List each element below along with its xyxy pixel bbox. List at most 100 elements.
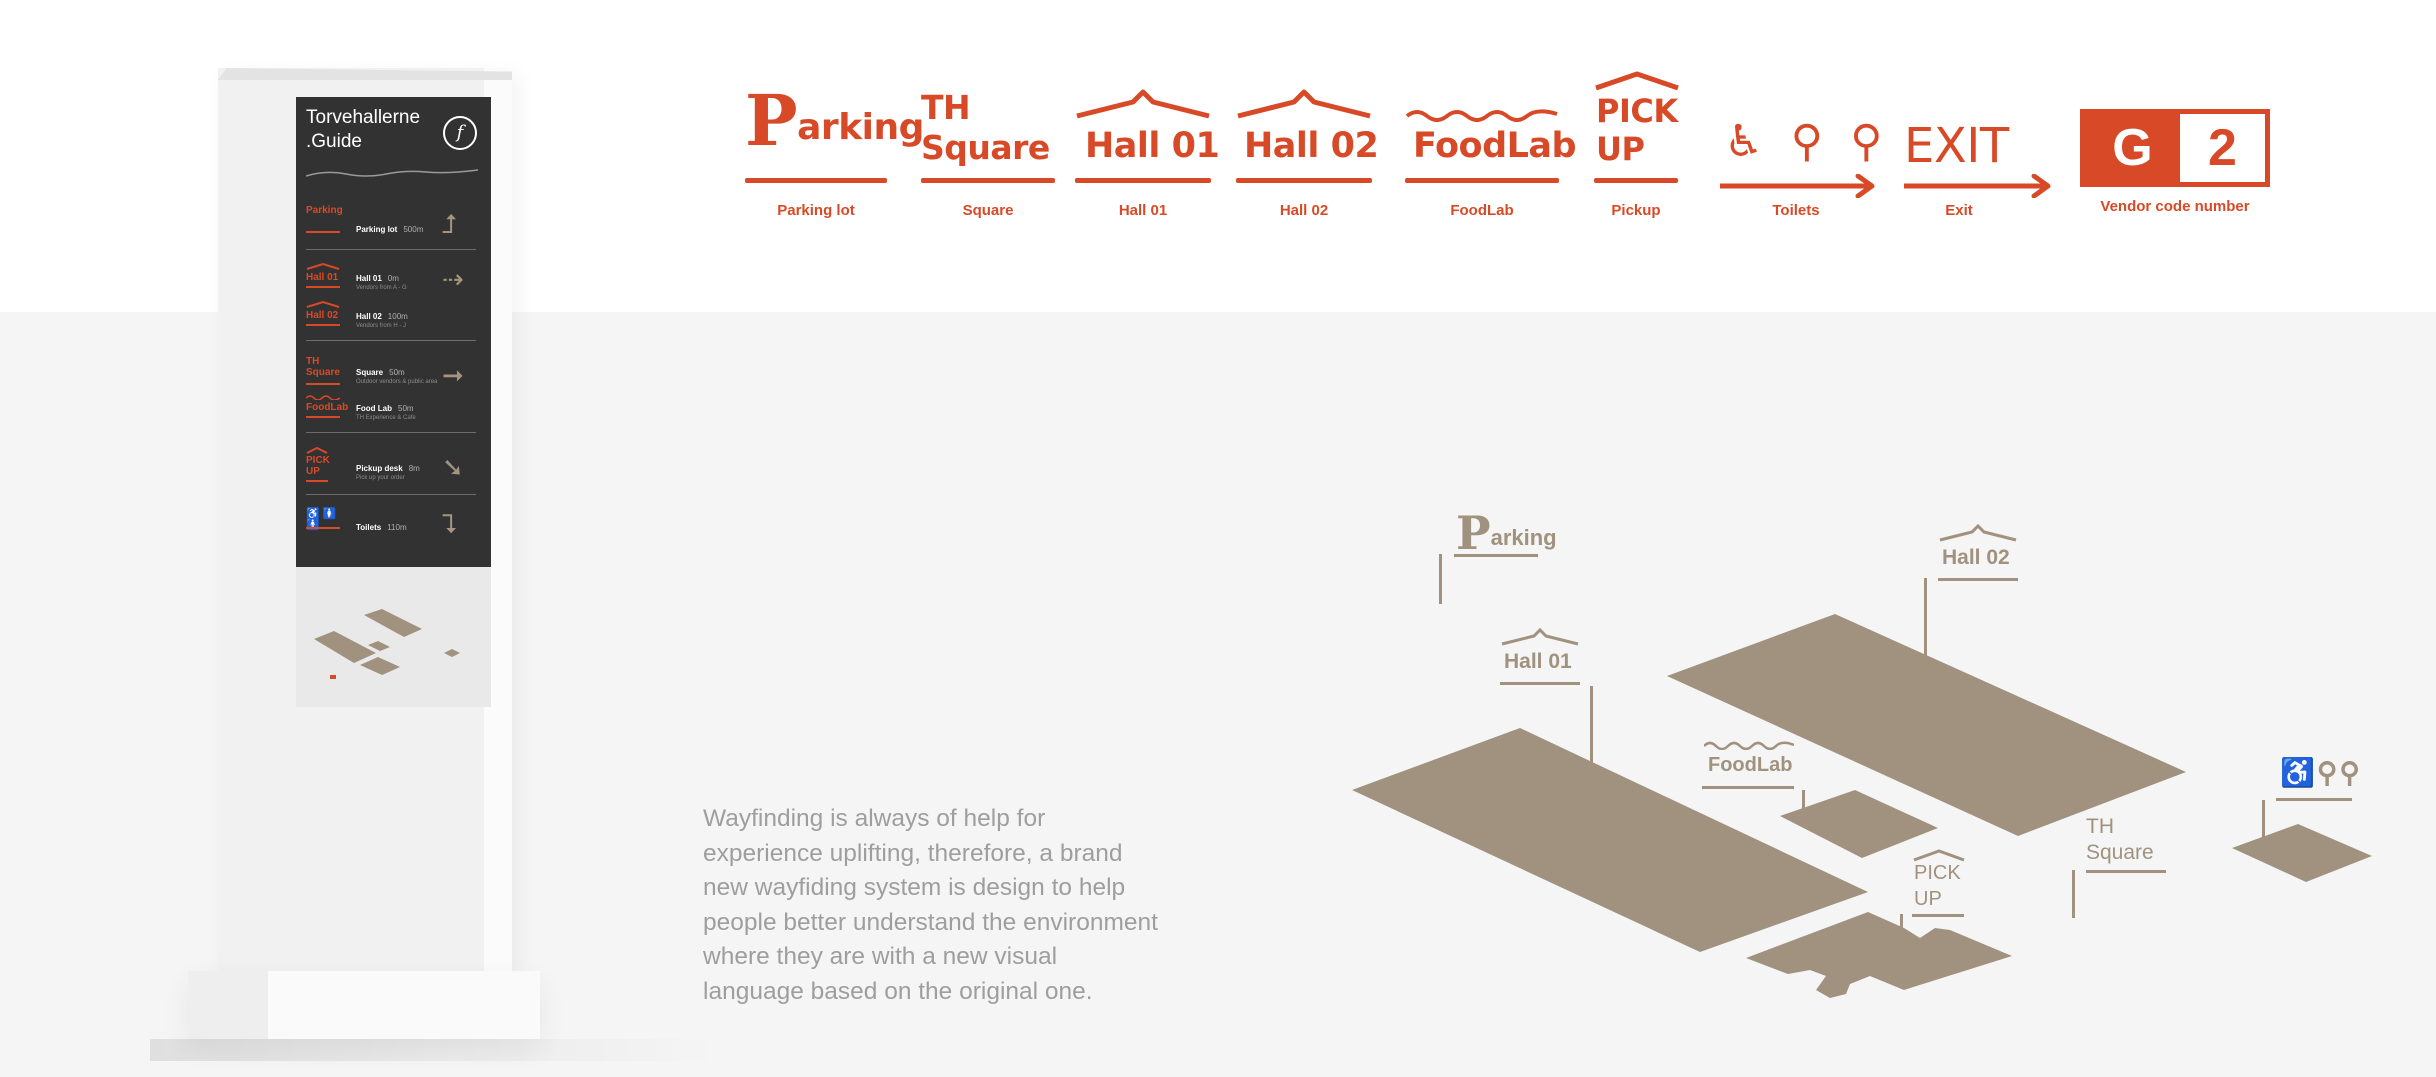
caption-exit: Exit bbox=[1945, 202, 1973, 219]
map-pin-line bbox=[1900, 914, 1903, 972]
kiosk-row-sign: Hall 02 bbox=[306, 310, 339, 321]
kiosk-sign-underline bbox=[306, 383, 340, 385]
caption-square: Square bbox=[962, 202, 1014, 219]
caption-hall02: Hall 02 bbox=[1279, 202, 1329, 219]
kiosk-row-sign: FoodLab bbox=[306, 402, 349, 413]
map-label-underline bbox=[1500, 682, 1580, 685]
kiosk-row-sub: Vendors from A - G bbox=[356, 285, 407, 291]
kiosk-row-sign: Parking bbox=[306, 205, 343, 216]
kiosk-sign-underline bbox=[306, 286, 340, 288]
map-pickup-line2: UP bbox=[1914, 888, 1942, 910]
map-label-hall01: Hall 01 bbox=[1504, 650, 1572, 673]
description-paragraph: Wayfinding is always of help for experie… bbox=[703, 805, 1158, 1005]
map-area-foodlab bbox=[1780, 790, 1938, 858]
arrow-right-icon: ➞ bbox=[442, 360, 464, 390]
kiosk-row-name: Square 50m bbox=[356, 368, 405, 377]
arrow-right-icon bbox=[1904, 174, 2051, 198]
kiosk-row-hall02[interactable]: Hall 02 Hall 02 100m Vendors from H - J bbox=[306, 300, 482, 330]
roof-icon bbox=[1076, 89, 1210, 119]
map-pickup-line1: PICK bbox=[1914, 862, 1961, 884]
arrow-down-right-icon: ➘ bbox=[442, 452, 464, 482]
roof-icon bbox=[306, 262, 340, 270]
roof-icon bbox=[1913, 849, 1965, 862]
map-pin-line bbox=[1802, 790, 1805, 824]
caption-pickup: Pickup bbox=[1611, 202, 1661, 219]
map-label-square: TH Square bbox=[2086, 814, 2154, 866]
kiosk-title: Torvehallerne .Guide bbox=[306, 106, 426, 154]
sign-square-label: TH Square bbox=[921, 88, 1050, 168]
sign-parking-rest: arking bbox=[797, 107, 924, 148]
kiosk-row-square[interactable]: TH Square Square 50m Outdoor vendors & pu… bbox=[306, 356, 482, 390]
kiosk-base-side bbox=[188, 971, 268, 1039]
kiosk-row-name: Food Lab 50m bbox=[356, 404, 414, 413]
kiosk-row-sign: ♿ 🚺 🚹 bbox=[306, 508, 337, 531]
kiosk-row-sign: PICK UP bbox=[306, 455, 330, 477]
wave-icon bbox=[306, 395, 340, 400]
kiosk-wave-divider bbox=[306, 169, 478, 177]
map-area-toilets bbox=[2232, 824, 2372, 882]
kiosk-row-parking[interactable]: Parking Parking lot 500m ⮥ bbox=[306, 205, 482, 237]
sign-underline bbox=[1075, 178, 1211, 183]
kiosk-row-pickup[interactable]: PICK UP Pickup desk 8m Pick up your order… bbox=[306, 446, 482, 482]
kiosk-divider bbox=[306, 340, 476, 341]
kiosk-sign-underline bbox=[306, 480, 328, 482]
caption-parking: Parking lot bbox=[777, 202, 855, 219]
map-pin-line bbox=[1439, 554, 1442, 604]
kiosk-sign-underline bbox=[306, 416, 340, 418]
sign-hall02-label: Hall 02 bbox=[1244, 126, 1379, 166]
roof-icon bbox=[1939, 524, 2017, 542]
kiosk-screen bbox=[296, 97, 491, 567]
caption-toilets: Toilets bbox=[1772, 202, 1820, 219]
kiosk-sign-underline bbox=[306, 527, 340, 529]
kiosk-title-line2: .Guide bbox=[306, 131, 362, 152]
kiosk-row-sub: TH Experience & Cafe bbox=[356, 415, 416, 421]
sign-underline bbox=[921, 178, 1055, 183]
kiosk-row-toilets[interactable]: ♿ 🚺 🚹 Toilets 110m ⮧ bbox=[306, 507, 482, 537]
kiosk-sign-underline bbox=[306, 231, 340, 233]
kiosk-top-edge bbox=[218, 68, 512, 80]
map-pin-line bbox=[1924, 578, 1927, 724]
map-label-underline bbox=[2276, 798, 2352, 801]
kiosk-mini-map-shapes bbox=[314, 609, 460, 679]
map-pin-line bbox=[1590, 686, 1593, 832]
kiosk-row-sub: Pick up your order bbox=[356, 475, 405, 481]
sign-pickup-label: PICK UP bbox=[1596, 92, 1678, 168]
vendor-code-letter: G bbox=[2085, 114, 2180, 182]
map-label-toilets: ♿⚲⚲ bbox=[2280, 757, 2362, 788]
caption-vendor-code: Vendor code number bbox=[2100, 198, 2250, 215]
caption-foodlab: FoodLab bbox=[1450, 202, 1514, 219]
sign-underline bbox=[1594, 178, 1678, 183]
roof-icon bbox=[1595, 71, 1679, 91]
kiosk-divider bbox=[306, 432, 476, 433]
map-label-underline bbox=[1912, 914, 1964, 917]
map-label-pickup: PICK UP bbox=[1914, 860, 1961, 912]
map-label-underline bbox=[1454, 554, 1538, 557]
kiosk-row-sub: Vendors from H - J bbox=[356, 323, 407, 329]
kiosk-row-name: Hall 01 0m bbox=[356, 274, 399, 283]
map-parking-big-p: P bbox=[1456, 506, 1491, 560]
sign-parking-label: Parking bbox=[745, 86, 924, 156]
map-label-hall02: Hall 02 bbox=[1942, 546, 2010, 569]
sign-square-line2: Square bbox=[921, 128, 1050, 167]
caption-hall01: Hall 01 bbox=[1118, 202, 1168, 219]
map-label-foodlab: FoodLab bbox=[1708, 754, 1793, 776]
sign-underline bbox=[1405, 178, 1559, 183]
roof-icon bbox=[1501, 628, 1579, 646]
kiosk-row-hall01[interactable]: Hall 01 Hall 01 0m Vendors from A - G ⇢ bbox=[306, 262, 482, 292]
kiosk-row-name: Parking lot 500m bbox=[356, 225, 424, 234]
map-pin-line bbox=[2262, 800, 2265, 856]
sign-pickup-line2: UP bbox=[1596, 130, 1645, 168]
roof-icon bbox=[1237, 89, 1371, 119]
kiosk-row-sign: Hall 01 bbox=[306, 272, 339, 283]
map-label-underline bbox=[1938, 578, 2018, 581]
sign-square-line1: TH bbox=[921, 88, 971, 127]
wave-icon bbox=[1704, 741, 1794, 750]
sign-underline bbox=[745, 178, 887, 183]
map-label-parking: Parking bbox=[1456, 506, 1557, 560]
wave-icon bbox=[1405, 109, 1558, 122]
kiosk-row-foodlab[interactable]: FoodLab Food Lab 50m TH Experience & Cafe bbox=[306, 394, 482, 424]
sign-vendor-code: G 2 bbox=[2080, 109, 2270, 187]
kiosk-row-name: Hall 02 100m bbox=[356, 312, 408, 321]
arrow-right-icon bbox=[1720, 174, 1875, 198]
